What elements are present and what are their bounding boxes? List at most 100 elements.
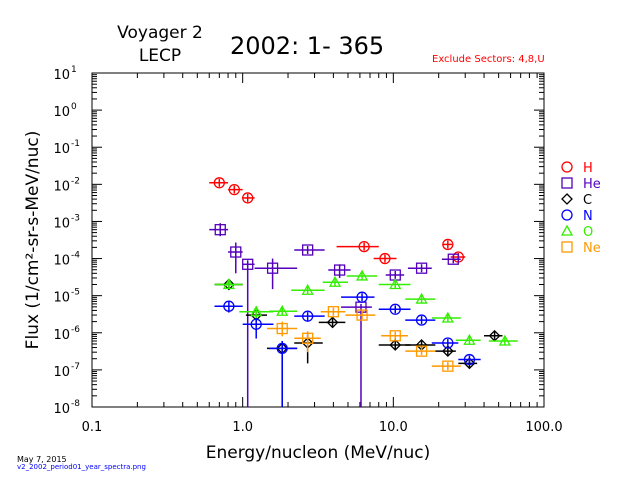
legend-item-He: He <box>561 177 601 192</box>
data-point-O <box>389 278 402 290</box>
y-tick-label-exponent: -3 <box>71 213 80 223</box>
data-point-He <box>242 258 254 270</box>
footer-date: May 7, 2015 <box>17 455 67 464</box>
legend-marker <box>561 177 573 189</box>
y-tick-label-exponent: -7 <box>71 362 80 372</box>
data-point-C <box>463 357 476 370</box>
y-axis-label: Flux (1/cm²-sr-s-MeV/nuc) <box>23 131 43 350</box>
data-point-O <box>328 275 342 287</box>
data-point-N <box>442 337 454 349</box>
legend-label: C <box>583 193 592 208</box>
legend-marker <box>561 193 573 205</box>
x-axis-label: Energy/nucleon (MeV/nuc) <box>206 443 431 463</box>
y-tick-label-exponent: -6 <box>71 325 80 335</box>
data-point-N <box>223 300 235 312</box>
legend-label: Ne <box>583 241 601 256</box>
data-point-C <box>441 345 454 358</box>
legend-marker <box>560 224 574 236</box>
data-point-He <box>447 253 459 265</box>
y-tick-label-base: 10 <box>53 179 70 194</box>
y-tick-label-exponent: 1 <box>71 65 77 75</box>
y-tick-label-base: 10 <box>53 328 70 343</box>
x-tick-label: 100.0 <box>525 420 562 435</box>
data-point-N <box>415 314 428 326</box>
data-point-H <box>213 177 225 189</box>
y-tick-label-base: 10 <box>53 216 70 231</box>
legend-item-N: N <box>561 209 593 224</box>
legend-item-H: H <box>561 161 593 176</box>
data-point-He <box>266 262 279 274</box>
x-tick-label: 0.1 <box>82 420 103 435</box>
title-instrument: LECP <box>139 46 181 66</box>
data-point-N <box>356 291 368 303</box>
data-point-He <box>214 224 226 236</box>
legend-marker <box>561 161 573 173</box>
y-tick-label-exponent: -8 <box>71 399 80 409</box>
data-point-Ne <box>327 306 340 318</box>
data-point-O <box>276 304 289 316</box>
data-point-Ne <box>442 360 454 372</box>
x-tick-label: 10.0 <box>379 420 408 435</box>
legend-label: N <box>583 209 593 224</box>
legend-label: O <box>583 225 593 240</box>
y-tick-label-exponent: -4 <box>71 251 80 261</box>
data-point-O <box>463 333 476 345</box>
data-point-N <box>276 342 288 355</box>
data-point-Ne <box>356 309 368 321</box>
y-tick-label-base: 10 <box>53 68 70 83</box>
data-point-H <box>242 192 254 204</box>
series-C <box>214 278 503 407</box>
data-point-O <box>355 269 369 281</box>
series-O <box>214 269 518 346</box>
series-H <box>209 177 466 265</box>
data-point-H <box>442 238 454 251</box>
y-tick-label-base: 10 <box>53 365 70 380</box>
legend-item-Ne: Ne <box>561 241 601 256</box>
data-point-N <box>389 303 401 315</box>
data-point-O <box>441 311 454 323</box>
data-point-He <box>333 264 346 276</box>
data-point-H <box>228 183 240 196</box>
data-point-N <box>463 353 476 366</box>
exclude-sectors-note: Exclude Sectors: 4,8,U <box>432 54 545 65</box>
legend-marker <box>561 241 573 253</box>
data-point-O <box>250 305 263 317</box>
data-point-O <box>498 334 511 346</box>
footer-filename: v2_2002_period01_year_spectra.png <box>17 463 146 471</box>
data-point-O <box>415 292 428 304</box>
title-spacecraft: Voyager 2 <box>117 23 203 43</box>
data-point-N <box>250 318 262 330</box>
y-tick-label-exponent: 0 <box>71 102 77 112</box>
data-point-O <box>301 283 314 295</box>
y-tick-label-base: 10 <box>53 105 70 120</box>
data-point-H <box>379 252 391 265</box>
y-tick-label-base: 10 <box>53 402 70 417</box>
data-point-Ne <box>276 322 288 335</box>
data-point-N <box>302 310 314 322</box>
data-point-H <box>358 240 370 253</box>
data-point-C <box>389 339 402 351</box>
plot-frame <box>91 72 545 408</box>
legend-label: He <box>583 177 601 192</box>
series-N <box>214 291 481 407</box>
y-tick-label-exponent: -1 <box>71 139 80 149</box>
y-tick-label-exponent: -5 <box>71 288 80 298</box>
data-point-Ne <box>415 345 428 357</box>
data-point-O <box>222 278 235 290</box>
data-point-C <box>222 278 235 291</box>
data-point-C <box>326 316 339 329</box>
data-point-Ne <box>389 330 401 342</box>
y-tick-label-base: 10 <box>53 254 70 269</box>
data-point-He <box>415 262 428 274</box>
y-tick-label-exponent: -2 <box>71 176 80 186</box>
legend-label: H <box>583 161 593 176</box>
legend-item-O: O <box>560 224 593 240</box>
y-tick-label-base: 10 <box>53 291 70 306</box>
data-point-He <box>302 244 314 256</box>
y-tick-label-base: 10 <box>53 142 70 157</box>
legend-item-C: C <box>561 193 592 208</box>
data-point-Ne <box>302 332 314 344</box>
series-He <box>209 223 461 407</box>
series-Ne <box>266 306 461 372</box>
